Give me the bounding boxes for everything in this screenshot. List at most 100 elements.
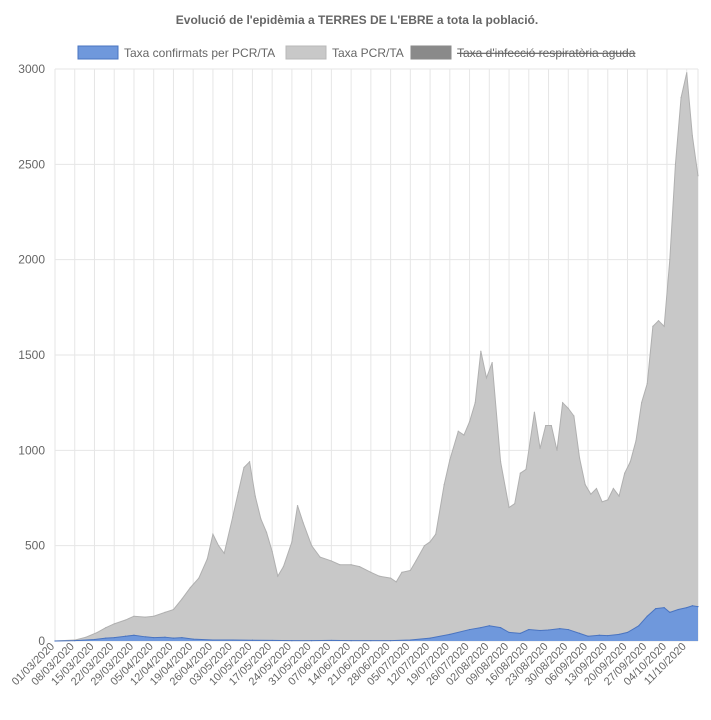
legend-swatch	[410, 45, 452, 60]
series-point	[85, 636, 87, 638]
series-point	[144, 636, 146, 638]
legend-swatch	[285, 45, 327, 60]
y-tick-label: 3000	[18, 62, 45, 76]
series-point	[206, 558, 208, 560]
series-point	[277, 575, 279, 577]
series-point	[223, 552, 225, 554]
series-point	[652, 325, 654, 327]
series-point	[198, 577, 200, 579]
series-point	[192, 638, 194, 640]
series-point	[409, 569, 411, 572]
series-point	[172, 608, 175, 611]
series-point	[463, 434, 465, 436]
series-point	[251, 639, 254, 641]
series-point	[350, 564, 352, 566]
y-tick-label: 1500	[18, 348, 45, 362]
series-point	[657, 320, 660, 322]
series-point	[691, 135, 693, 137]
series-point	[550, 424, 552, 427]
series-point	[598, 634, 600, 636]
series-point	[133, 634, 135, 636]
series-point	[401, 571, 403, 573]
series-point	[618, 633, 620, 635]
y-tick-label: 0	[38, 634, 45, 648]
y-tick-label: 2500	[18, 157, 45, 171]
series-point	[395, 581, 397, 583]
series-line	[54, 72, 699, 642]
series-point	[468, 421, 471, 423]
series-point	[607, 499, 609, 501]
series-point	[443, 484, 445, 486]
series-point	[212, 533, 214, 535]
series-point	[590, 493, 592, 495]
chart-legend: Taxa confirmats per PCR/TA Taxa PCR/TA Tax…	[77, 45, 636, 60]
series-point	[587, 635, 589, 637]
series-point	[528, 628, 530, 631]
legend-label: Taxa d'infecció respiratòria aguda	[457, 46, 636, 60]
series-point	[423, 545, 426, 547]
series-point	[641, 402, 643, 404]
series-point	[677, 608, 679, 611]
series-point	[691, 605, 693, 607]
series-point	[311, 545, 313, 547]
series-point	[232, 516, 234, 518]
series-point	[189, 587, 191, 589]
series-point	[415, 560, 417, 562]
series-point	[474, 402, 476, 404]
series-point	[217, 545, 220, 547]
series-point	[480, 350, 482, 352]
series-point	[370, 571, 372, 573]
series-point	[133, 615, 135, 617]
series-point	[378, 575, 380, 577]
series-point	[339, 564, 341, 566]
series-point	[508, 506, 510, 509]
series-point	[480, 627, 482, 629]
series-point	[499, 461, 502, 463]
series-point	[638, 625, 640, 627]
series-point	[435, 533, 437, 535]
series-point	[519, 632, 521, 634]
series-point	[124, 619, 127, 621]
series-point	[612, 487, 614, 490]
series-point	[449, 633, 451, 635]
series-line	[54, 605, 699, 642]
series-point	[525, 468, 527, 470]
series-point	[282, 566, 285, 568]
series-point	[390, 640, 392, 642]
series-point	[248, 461, 251, 463]
series-point	[669, 611, 671, 614]
series-point	[686, 607, 688, 609]
series-point	[164, 636, 166, 638]
series-point	[172, 637, 175, 639]
y-tick-label: 1000	[18, 443, 45, 457]
series-point	[491, 362, 493, 364]
series-point	[519, 472, 521, 474]
series-point	[567, 628, 569, 631]
series-point	[105, 637, 107, 639]
legend-label: Taxa confirmats per PCR/TA	[124, 46, 275, 60]
series-point	[545, 424, 547, 427]
series-point	[601, 501, 603, 503]
series-point	[646, 615, 648, 617]
series-point	[533, 411, 536, 413]
series-point	[212, 639, 214, 641]
series-point	[237, 491, 239, 493]
series-point	[358, 566, 361, 568]
series-area	[55, 72, 698, 641]
series-point	[567, 407, 569, 409]
series-point	[232, 639, 234, 641]
series-point	[626, 631, 629, 634]
series-point	[296, 505, 299, 507]
series-point	[508, 631, 510, 634]
chart-series	[54, 72, 699, 642]
series-point	[578, 457, 581, 459]
chart-title: Evolució de l'epidèmia a TERRES DE L'EBR…	[176, 13, 538, 27]
series-point	[113, 636, 115, 639]
series-point	[556, 449, 558, 451]
series-point	[697, 606, 699, 608]
series-point	[485, 377, 488, 379]
series-point	[663, 607, 665, 609]
series-point	[629, 461, 631, 463]
series-point	[539, 629, 541, 632]
